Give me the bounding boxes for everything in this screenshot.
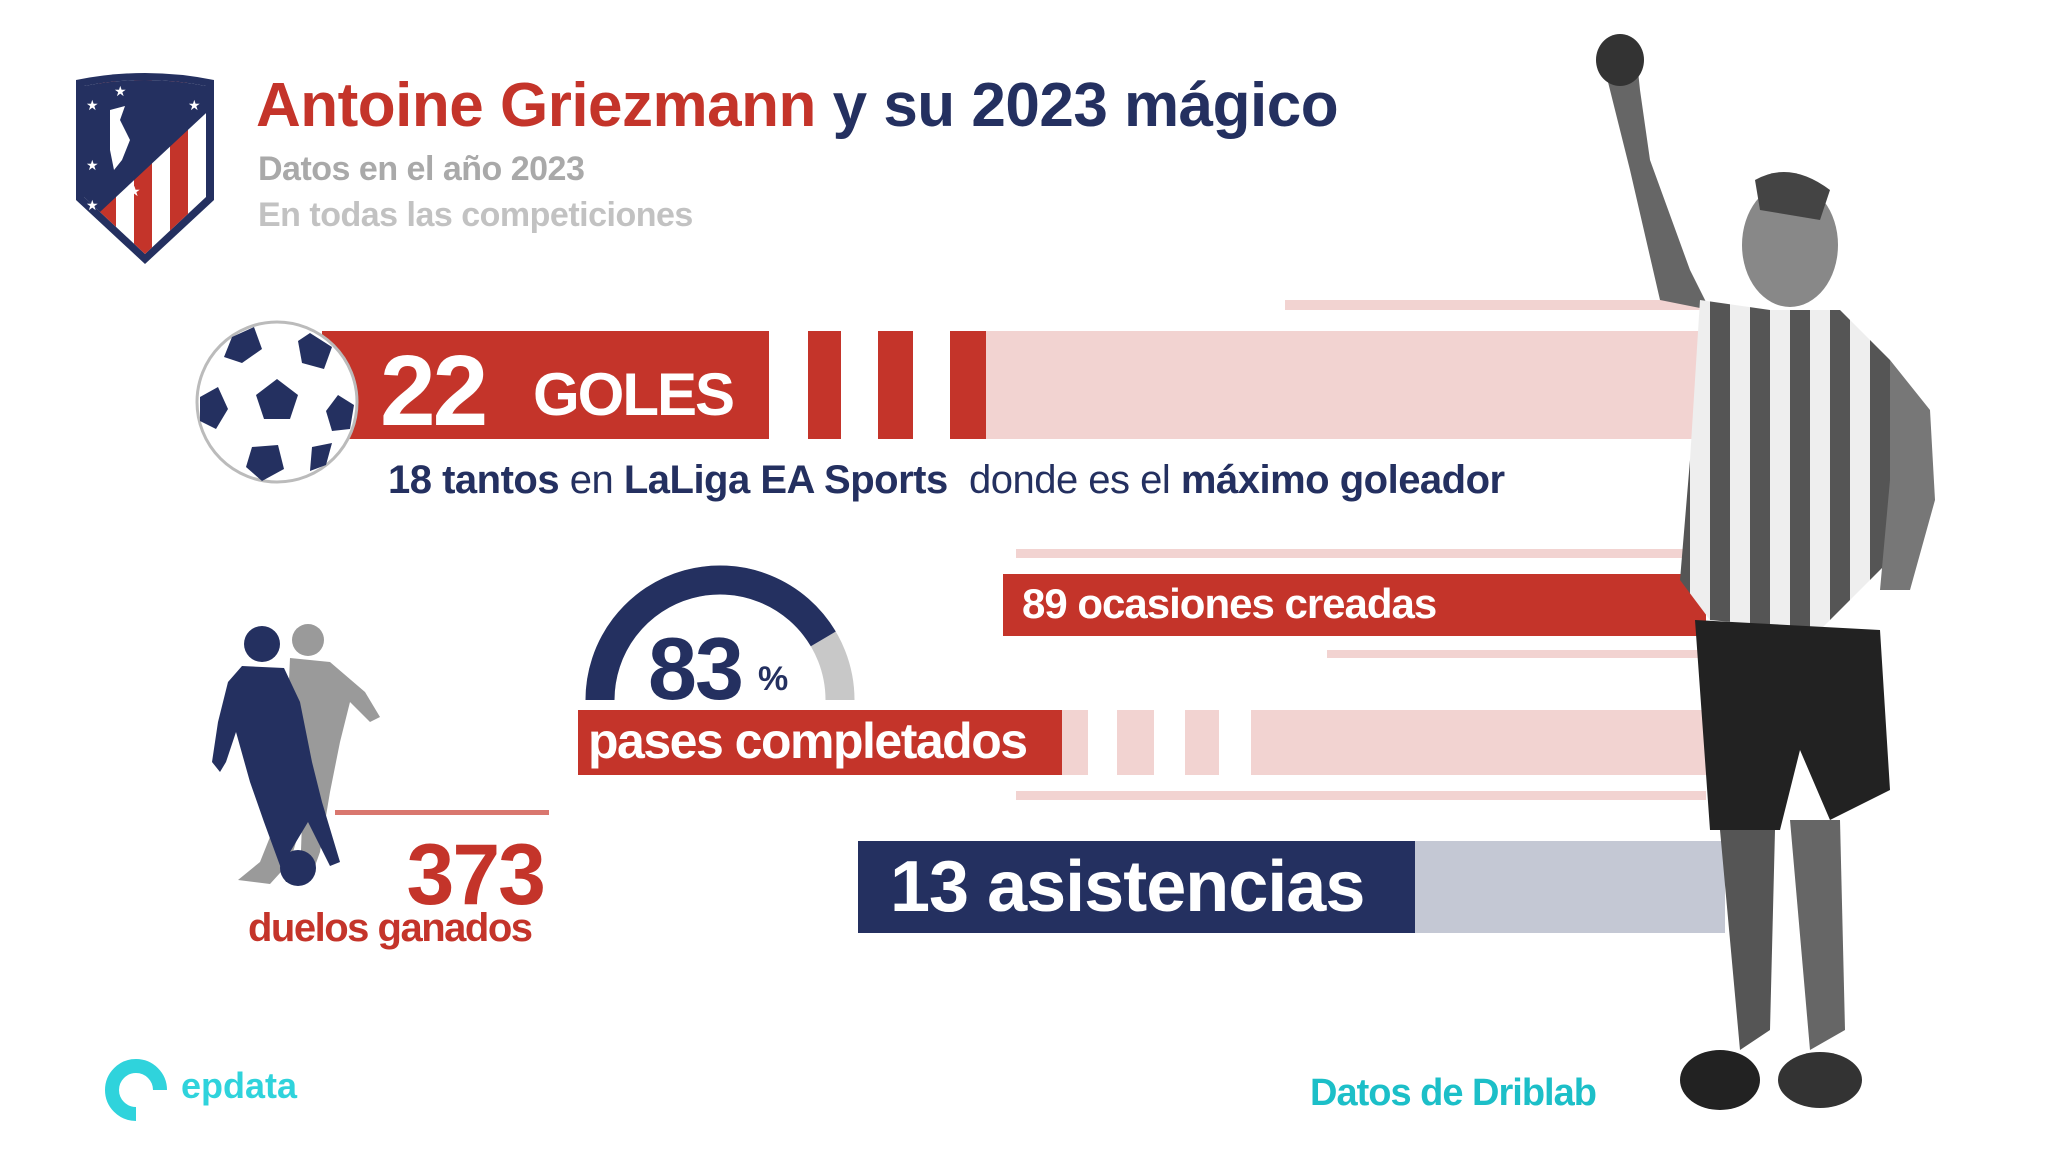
title-rest: y su 2023 mágico xyxy=(815,71,1339,140)
assists-label: 13 asistencias xyxy=(890,847,1365,927)
svg-text:★: ★ xyxy=(188,97,201,113)
players-silhouette-icon xyxy=(212,624,380,886)
source-credit: Datos de Driblab xyxy=(1310,1072,1597,1114)
goals-detail-count: 18 tantos xyxy=(388,458,560,502)
duels-label: duelos ganados xyxy=(248,906,533,950)
epdata-logo xyxy=(105,1059,168,1122)
decor-line xyxy=(1327,650,1707,658)
atletico-madrid-crest: ★ ★ ★ ★ ★ ★ xyxy=(76,73,214,264)
svg-text:★: ★ xyxy=(114,83,127,99)
goals-detail-text: donde es el xyxy=(947,458,1181,502)
player-photo xyxy=(1596,34,1935,1110)
subtitle-competitions: En todas las competiciones xyxy=(258,196,693,234)
svg-text:★: ★ xyxy=(86,97,99,113)
passes-stripe xyxy=(1117,710,1154,775)
goals-stripe xyxy=(950,331,986,439)
passes-percent-unit: % xyxy=(758,660,789,698)
gauge-fill xyxy=(585,565,836,700)
title-player-name: Antoine Griezmann xyxy=(256,71,816,140)
goals-detail-league: LaLiga EA Sports xyxy=(623,458,948,502)
goals-bar-track xyxy=(986,331,1716,439)
passes-bar xyxy=(578,710,1062,775)
goals-stripe xyxy=(808,331,841,439)
goals-value: 22 xyxy=(380,335,488,447)
svg-text:★: ★ xyxy=(86,157,99,173)
passes-label: pases completados xyxy=(588,713,1028,769)
goals-detail: 18 tantos en LaLiga EA Sports donde es e… xyxy=(388,458,1505,503)
subtitle-year: Datos en el año 2023 xyxy=(258,150,585,188)
svg-text:★: ★ xyxy=(128,183,141,199)
passes-stripe xyxy=(1185,710,1219,775)
chances-label: 89 ocasiones creadas xyxy=(1022,580,1437,627)
passes-stripe xyxy=(1062,710,1088,775)
goals-detail-text: en xyxy=(559,458,624,502)
decor-line xyxy=(1285,300,1705,310)
goals-detail-top-scorer: máximo goleador xyxy=(1180,458,1505,502)
passes-bar-track xyxy=(1251,710,1706,775)
passes-gauge xyxy=(585,565,855,700)
svg-text:★: ★ xyxy=(86,197,99,213)
soccer-ball-icon xyxy=(195,320,359,484)
duels-divider xyxy=(335,810,549,815)
epdata-brand: epdata xyxy=(181,1065,298,1106)
goals-stripe xyxy=(878,331,913,439)
decor-line xyxy=(1016,791,1706,800)
chances-bar xyxy=(1003,574,1706,636)
assists-bar xyxy=(858,841,1415,933)
duels-value: 373 xyxy=(406,827,547,923)
decor-line xyxy=(1016,549,1706,558)
goals-label: GOLES xyxy=(533,361,735,428)
goals-bar xyxy=(322,331,769,439)
page-title: Antoine Griezmann y su 2023 mágico xyxy=(256,70,1339,141)
passes-percent-value: 83 xyxy=(648,619,744,718)
